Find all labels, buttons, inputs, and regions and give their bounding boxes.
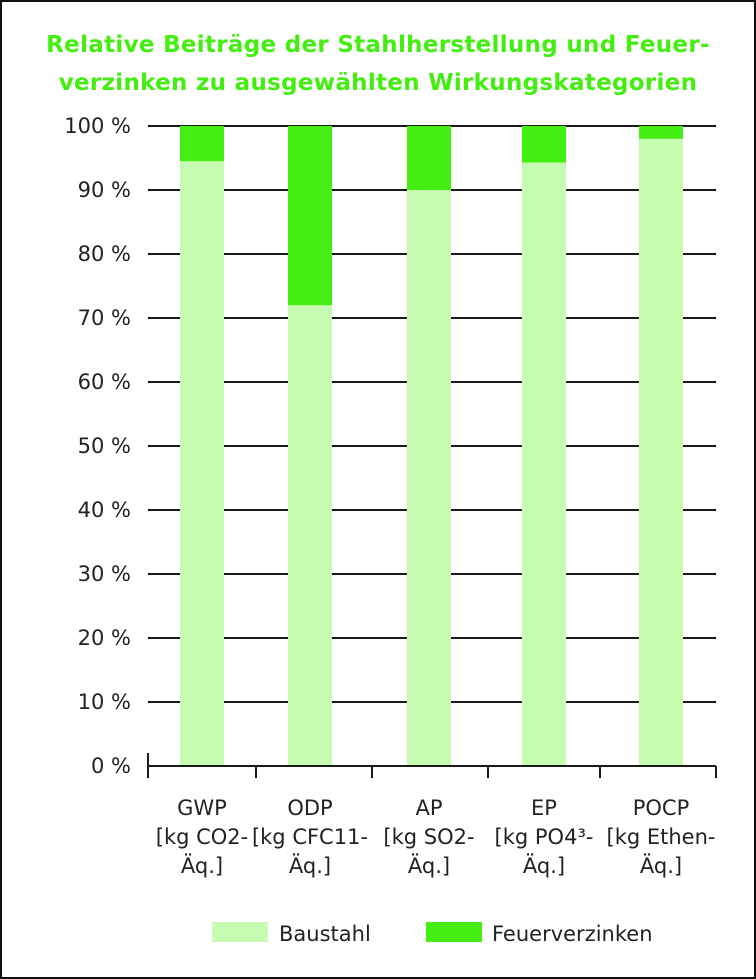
y-tick-label-10: 10 % [78, 690, 131, 714]
y-tick-label-80: 80 % [78, 242, 131, 266]
category-label-gwp-line-1: GWP [177, 796, 227, 820]
category-label-gwp-line-3: Äq.] [181, 853, 223, 878]
y-tick-label-100: 100 % [64, 114, 131, 138]
legend-swatch-baustahl [212, 922, 268, 942]
category-label-odp-line-2: [kg CFC11- [252, 825, 368, 849]
y-tick-label-50: 50 % [78, 434, 131, 458]
category-label-pocp-line-2: [kg Ethen- [607, 825, 716, 849]
category-label-gwp-line-2: [kg CO2- [156, 825, 249, 849]
bar-feuerverzinken-odp [288, 126, 332, 306]
category-label-ep-line-2: [kg PO4³- [495, 825, 594, 849]
bar-baustahl-ap [407, 190, 451, 766]
category-label-pocp-line-3: Äq.] [640, 853, 682, 878]
bar-feuerverzinken-gwp [180, 126, 224, 162]
y-tick-label-70: 70 % [78, 306, 131, 330]
bar-baustahl-odp [288, 305, 332, 766]
legend-label-feuerverzinken: Feuerverzinken [492, 922, 653, 946]
category-label-ap-line-3: Äq.] [408, 853, 450, 878]
category-label-ep-line-1: EP [531, 796, 557, 820]
bar-baustahl-pocp [639, 138, 683, 767]
legend-label-baustahl: Baustahl [279, 922, 371, 946]
bar-baustahl-gwp [180, 161, 224, 766]
bar-feuerverzinken-ap [407, 126, 451, 190]
legend-swatch-feuerverzinken [426, 922, 482, 942]
y-tick-label-90: 90 % [78, 178, 131, 202]
chart-title-line-2: verzinken zu ausgewählten Wirkungskatego… [58, 70, 698, 96]
category-label-pocp-line-1: POCP [633, 796, 690, 820]
bar-feuerverzinken-ep [522, 126, 566, 163]
y-tick-label-20: 20 % [78, 626, 131, 650]
chart-title: Relative Beiträge der Stahlherstellung u… [0, 26, 756, 102]
y-tick-label-40: 40 % [78, 498, 131, 522]
y-tick-label-30: 30 % [78, 562, 131, 586]
category-label-odp-line-3: Äq.] [289, 853, 331, 878]
y-tick-label-60: 60 % [78, 370, 131, 394]
bar-feuerverzinken-pocp [639, 126, 683, 139]
category-label-odp-line-1: ODP [287, 796, 332, 820]
category-label-ap-line-2: [kg SO2- [383, 825, 474, 849]
category-label-ep-line-3: Äq.] [523, 853, 565, 878]
chart-title-line-1: Relative Beiträge der Stahlherstellung u… [46, 32, 710, 58]
bar-baustahl-ep [522, 162, 566, 767]
category-label-ap-line-1: AP [415, 796, 442, 820]
y-tick-label-0: 0 % [91, 754, 131, 778]
